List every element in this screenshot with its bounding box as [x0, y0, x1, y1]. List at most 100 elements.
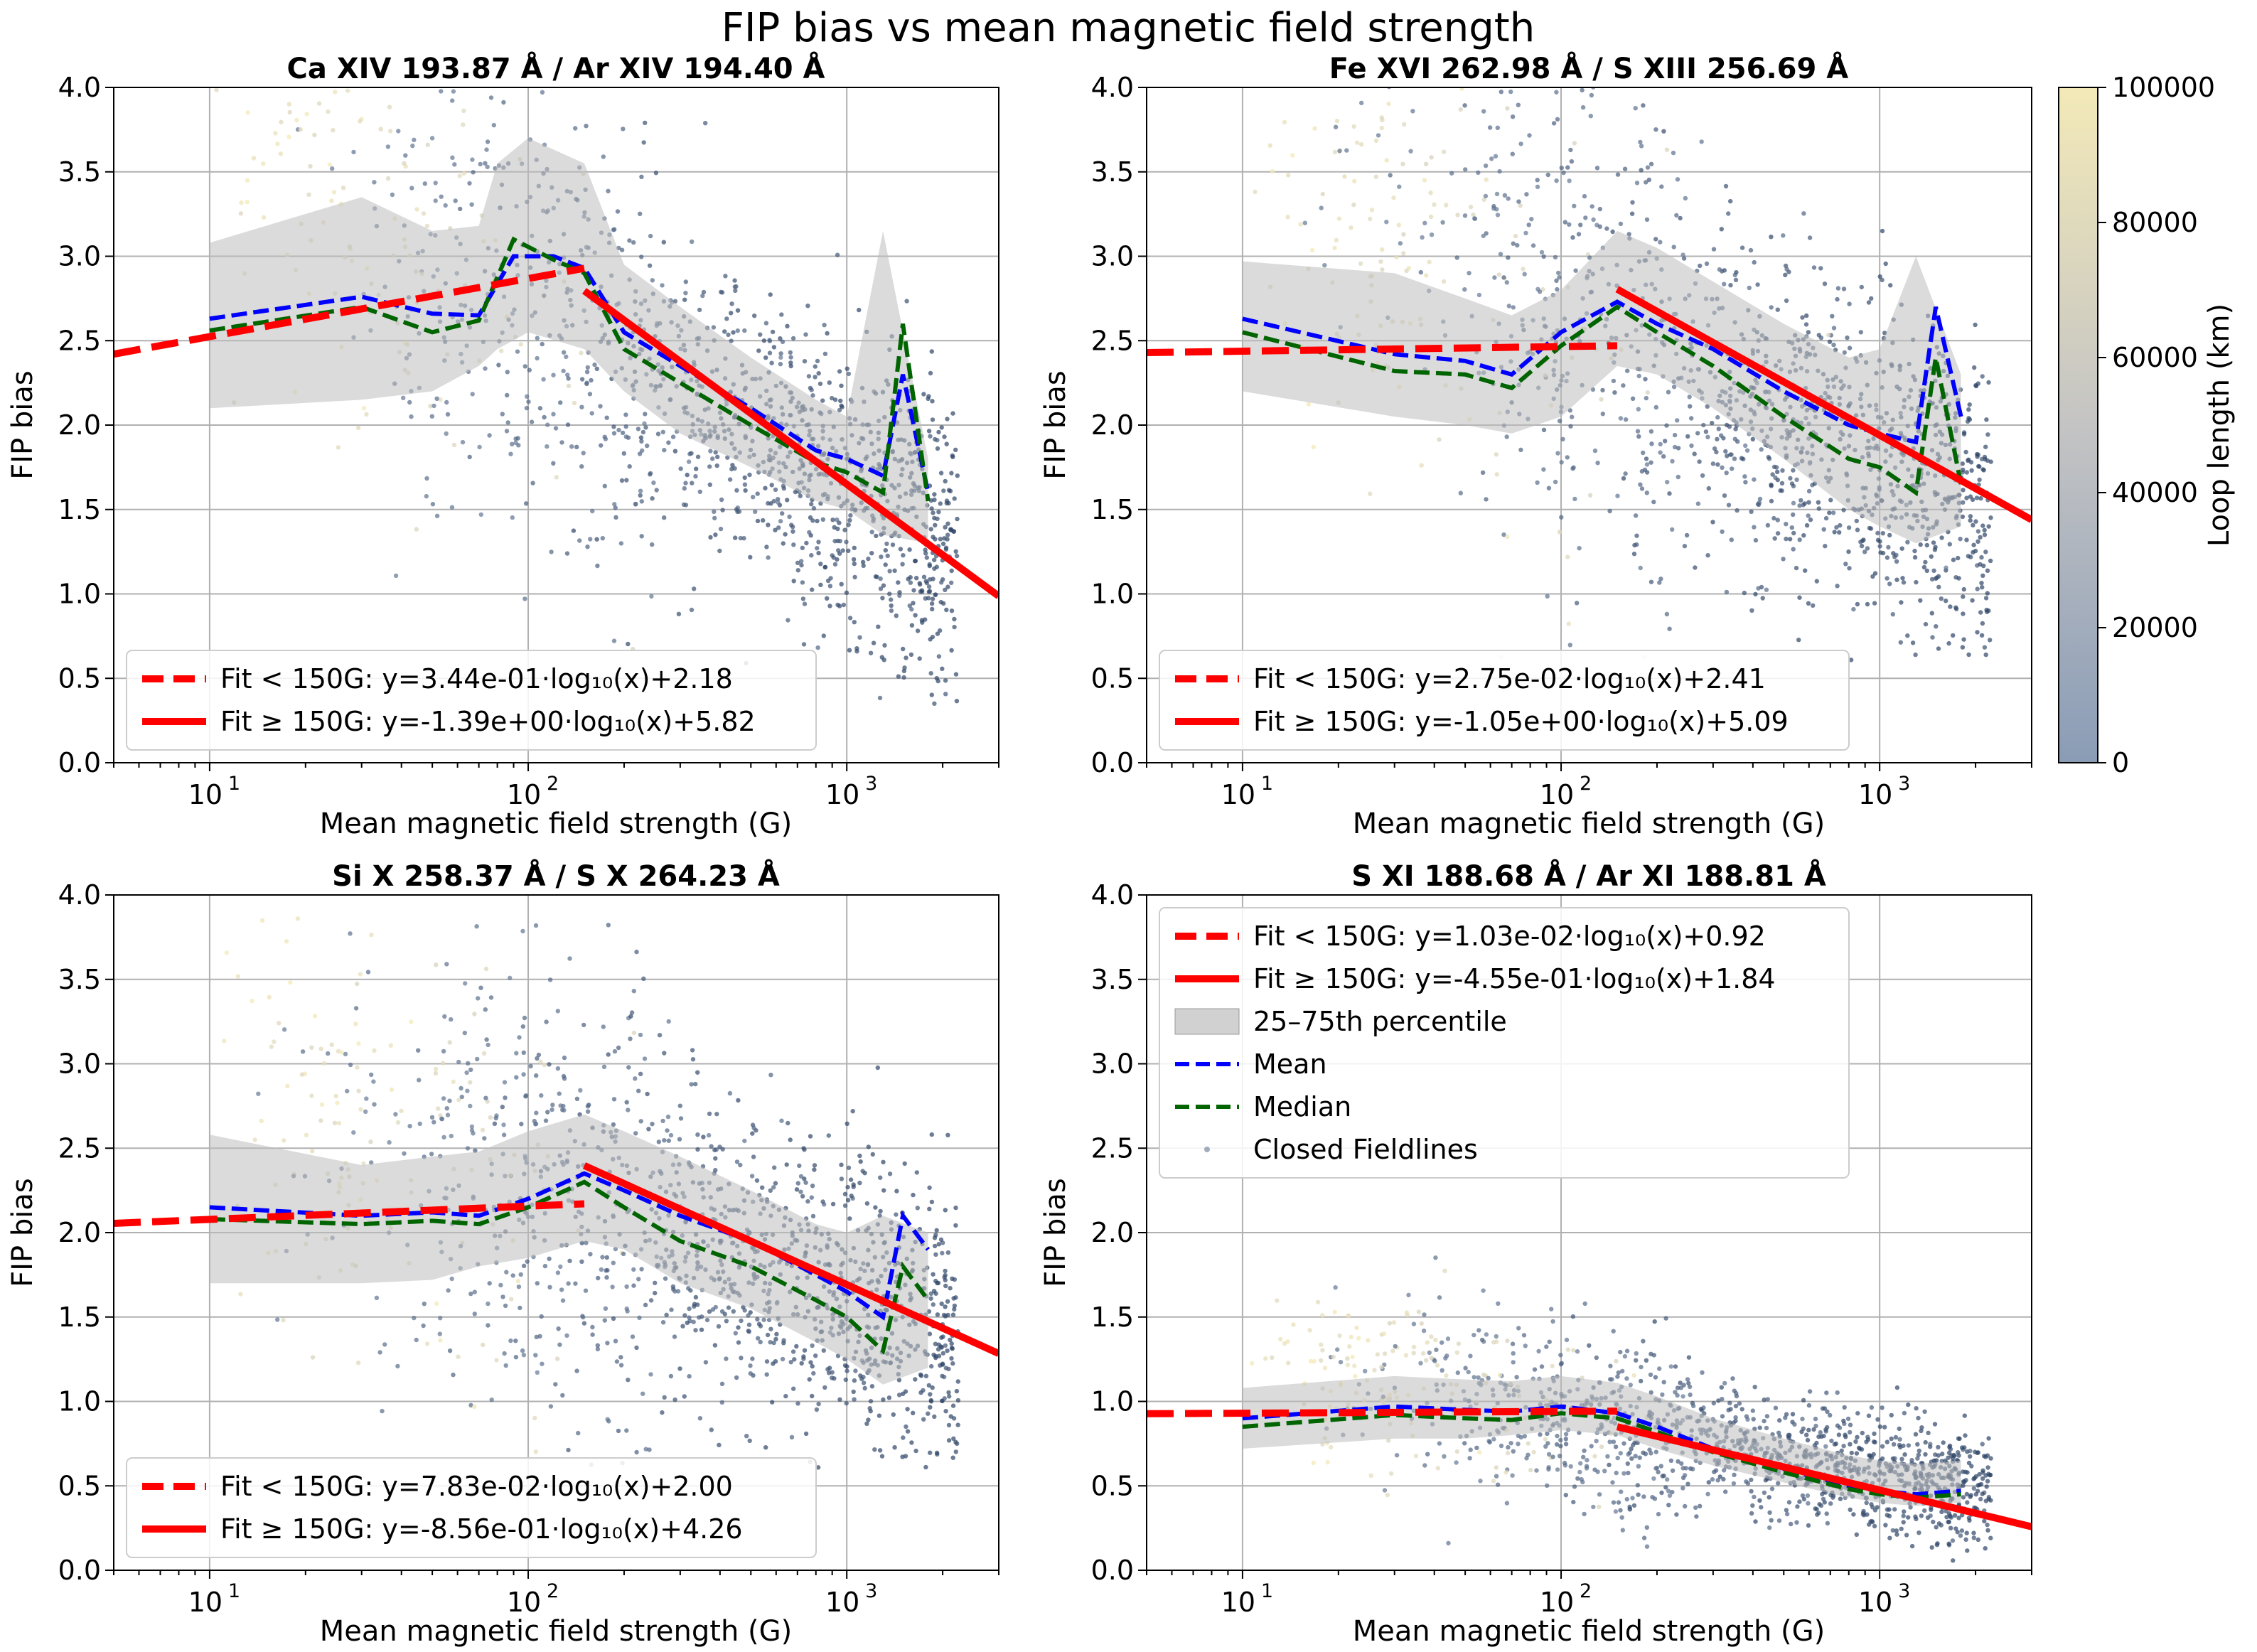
fit-line-high: [1615, 286, 2032, 523]
scatter-point: [1302, 220, 1308, 225]
scatter-point: [429, 1115, 435, 1120]
scatter-point: [1788, 476, 1793, 481]
scatter-point: [485, 1099, 490, 1104]
scatter-point: [1769, 483, 1774, 488]
scatter-point: [630, 1334, 636, 1339]
scatter-point: [1784, 522, 1789, 527]
scatter-point: [402, 161, 407, 166]
scatter-point: [1929, 576, 1935, 582]
scatter-point: [880, 596, 885, 601]
scatter-point: [711, 325, 717, 330]
scatter-point: [1630, 396, 1636, 401]
scatter-point: [1544, 1344, 1549, 1349]
scatter-point: [565, 422, 571, 427]
scatter-point: [277, 1021, 282, 1026]
scatter-point: [837, 1397, 842, 1402]
scatter-point: [1568, 424, 1573, 429]
scatter-point: [1497, 168, 1502, 174]
x-tick-label: 10: [188, 1587, 223, 1618]
scatter-point: [1508, 89, 1513, 95]
scatter-point: [312, 132, 317, 138]
scatter-point: [639, 1267, 644, 1272]
scatter-point: [251, 156, 257, 161]
scatter-point: [872, 1447, 877, 1452]
scatter-point: [500, 1105, 505, 1110]
scatter-point: [1505, 535, 1510, 540]
scatter-point: [1378, 259, 1383, 264]
scatter-point: [736, 509, 742, 514]
scatter-point: [943, 525, 948, 530]
scatter-point: [1611, 1329, 1616, 1334]
scatter-point: [815, 518, 820, 524]
scatter-point: [1494, 472, 1499, 477]
scatter-point: [523, 501, 529, 506]
scatter-point: [653, 171, 659, 176]
scatter-point: [1619, 1515, 1624, 1520]
scatter-point: [815, 1465, 821, 1470]
scatter-point: [1560, 436, 1565, 441]
scatter-point: [535, 336, 540, 340]
scatter-point: [921, 1417, 926, 1422]
scatter-point: [902, 665, 907, 670]
scatter-point: [1432, 202, 1437, 207]
scatter-point: [933, 1252, 938, 1257]
scatter-point: [722, 329, 727, 334]
scatter-point: [809, 1195, 815, 1200]
scatter-point: [1898, 640, 1903, 645]
scatter-point: [676, 611, 682, 616]
scatter-point: [1829, 1438, 1834, 1444]
scatter-point: [1600, 387, 1605, 393]
scatter-point: [1311, 1460, 1317, 1466]
scatter-point: [1958, 537, 1963, 542]
scatter-point: [810, 518, 815, 523]
scatter-point: [1961, 1495, 1966, 1500]
scatter-point: [584, 370, 590, 375]
scatter-point: [901, 1435, 906, 1440]
scatter-point: [599, 1267, 604, 1272]
scatter-point: [1527, 133, 1532, 138]
scatter-point: [450, 98, 455, 103]
scatter-point: [930, 596, 935, 601]
scatter-point: [581, 451, 586, 456]
scatter-point: [504, 1270, 509, 1275]
scatter-point: [1622, 1353, 1628, 1359]
scatter-point: [831, 555, 836, 560]
scatter-point: [1769, 235, 1774, 240]
scatter-point: [1899, 546, 1904, 551]
scatter-point: [1658, 441, 1663, 447]
scatter-point: [633, 502, 638, 507]
scatter-point: [747, 472, 752, 478]
y-tick-label: 0.0: [1091, 747, 1134, 778]
scatter-point: [1877, 544, 1882, 549]
scatter-point: [955, 473, 960, 478]
scatter-point: [643, 425, 648, 430]
scatter-point: [1467, 271, 1471, 276]
scatter-point: [953, 1449, 959, 1454]
scatter-point: [726, 332, 731, 338]
scatter-point: [613, 505, 618, 510]
scatter-point: [884, 541, 889, 547]
scatter-point: [446, 1288, 451, 1293]
scatter-point: [929, 601, 935, 606]
scatter-point: [842, 1203, 848, 1208]
scatter-point: [524, 405, 530, 411]
scatter-point: [788, 1137, 793, 1142]
scatter-point: [439, 89, 444, 94]
scatter-point: [1963, 1469, 1968, 1474]
scatter-point: [1798, 498, 1803, 503]
scatter-point: [1775, 469, 1780, 474]
scatter-point: [1701, 422, 1706, 428]
scatter-point: [1822, 281, 1828, 286]
scatter-point: [356, 1041, 361, 1046]
scatter-point: [778, 355, 783, 360]
scatter-point: [770, 329, 776, 335]
scatter-point: [444, 399, 449, 405]
scatter-point: [923, 1373, 929, 1379]
scatter-point: [1848, 1507, 1853, 1512]
scatter-point: [1744, 448, 1750, 453]
y-tick-label: 3.5: [1091, 156, 1134, 188]
scatter-point: [310, 1355, 316, 1360]
fit-line-low: [1147, 342, 1618, 357]
x-tick-exponent: 1: [228, 1580, 240, 1602]
scatter-point: [690, 239, 695, 245]
